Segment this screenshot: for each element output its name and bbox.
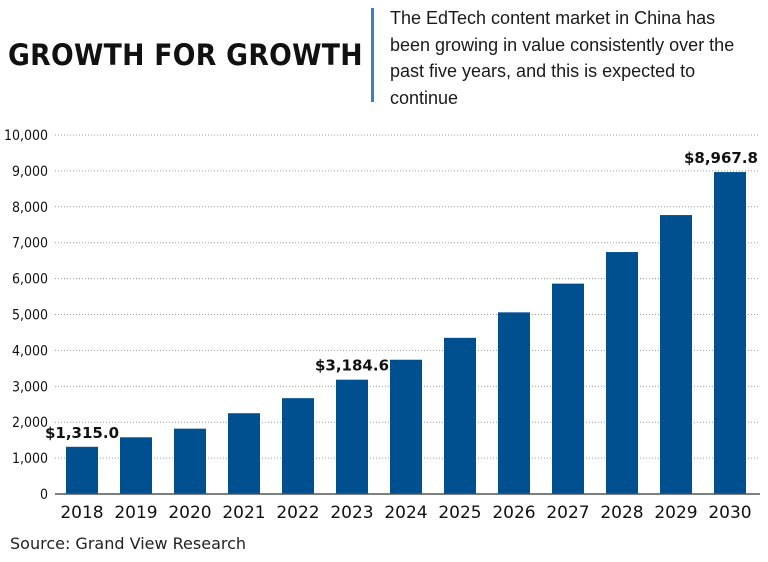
x-tick-label: 2027 xyxy=(546,503,589,523)
bar-2025 xyxy=(444,337,476,494)
x-tick-label: 2024 xyxy=(384,503,427,523)
x-tick-label: 2022 xyxy=(276,503,319,523)
y-tick-label: 1,000 xyxy=(12,451,48,467)
y-tick-label: 4,000 xyxy=(12,343,48,359)
bar-2030 xyxy=(714,172,746,495)
x-tick-label: 2028 xyxy=(600,503,643,523)
source-note: Source: Grand View Research xyxy=(10,534,247,553)
y-tick-label: 6,000 xyxy=(12,272,48,288)
data-label: $8,967.8 xyxy=(684,149,758,167)
bar-2019 xyxy=(120,437,152,494)
y-tick-label: 9,000 xyxy=(12,164,48,180)
bar-2024 xyxy=(390,359,422,494)
bar-2027 xyxy=(552,283,584,494)
bar-2026 xyxy=(498,312,530,494)
x-tick-label: 2025 xyxy=(438,503,481,523)
bar-2022 xyxy=(282,398,314,494)
bar-2028 xyxy=(606,252,638,494)
x-tick-label: 2018 xyxy=(60,503,103,523)
x-tick-label: 2030 xyxy=(708,503,751,523)
x-tick-label: 2029 xyxy=(654,503,697,523)
bar-2029 xyxy=(660,215,692,494)
y-tick-label: 2,000 xyxy=(12,415,48,431)
bar-2018 xyxy=(66,446,98,494)
y-tick-label: 3,000 xyxy=(12,379,48,395)
bar-2021 xyxy=(228,413,260,494)
y-tick-label: 7,000 xyxy=(12,236,48,252)
x-tick-label: 2026 xyxy=(492,503,535,523)
data-label: $1,315.0 xyxy=(45,424,119,442)
x-tick-label: 2020 xyxy=(168,503,211,523)
divider xyxy=(371,8,374,102)
y-tick-label: 0 xyxy=(40,487,48,503)
x-tick-label: 2021 xyxy=(222,503,265,523)
x-tick-label: 2019 xyxy=(114,503,157,523)
bar-2023 xyxy=(336,379,368,494)
chart-title: GROWTH FOR GROWTH xyxy=(8,38,363,72)
y-tick-label: 5,000 xyxy=(12,308,48,324)
bar-2020 xyxy=(174,428,206,494)
chart-subtitle: The EdTech content market in China has b… xyxy=(390,8,735,108)
data-label: $3,184.6 xyxy=(315,357,389,375)
y-tick-label: 10,000 xyxy=(4,128,48,144)
x-tick-label: 2023 xyxy=(330,503,373,523)
y-tick-label: 8,000 xyxy=(12,200,48,216)
